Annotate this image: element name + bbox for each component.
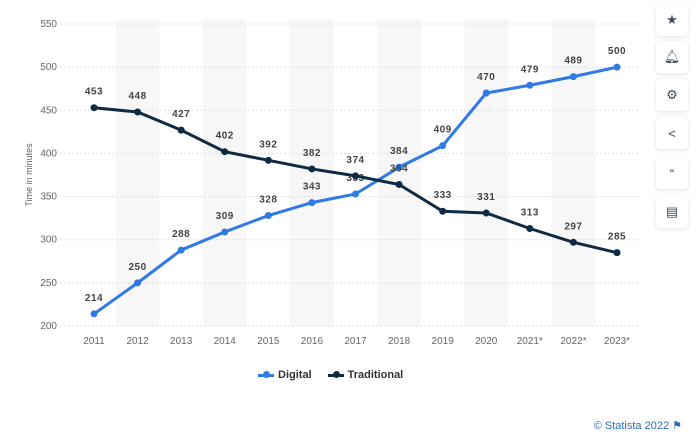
y-tick-label: 300 [40,235,57,246]
y-axis-label: Time in minutes [24,143,34,207]
data-label: 328 [259,195,277,206]
data-point [308,165,316,173]
x-tick-label: 2022* [560,336,586,347]
data-point [613,63,621,71]
data-point [221,148,229,156]
column-band [551,20,596,326]
data-point [395,163,403,171]
data-point [352,190,359,198]
data-point [134,108,142,116]
x-tick-label: 2019 [432,336,455,347]
data-label: 285 [608,232,626,243]
x-tick-label: 2020 [475,336,498,347]
y-tick-label: 550 [40,19,57,30]
legend-label: Traditional [347,369,404,381]
data-point [308,199,316,207]
data-point [177,246,185,254]
quote-icon[interactable]: “ [656,157,688,189]
data-point [90,310,98,318]
data-point [526,224,534,232]
legend-label: Digital [278,369,312,381]
data-point [613,249,621,257]
x-tick-label: 2012 [126,336,149,347]
data-point [264,156,272,164]
data-point [569,238,577,246]
y-tick-label: 350 [40,192,57,203]
data-point [177,126,185,134]
x-tick-label: 2018 [388,336,411,347]
x-tick-label: 2014 [214,336,237,347]
x-tick-label: 2011 [83,336,105,347]
data-label: 382 [303,148,321,159]
data-point [439,142,447,150]
data-point [134,279,142,287]
x-tick-label: 2017 [344,336,367,347]
column-band [115,20,160,326]
data-point [352,172,359,180]
data-label: 402 [216,131,234,142]
data-label: 214 [85,293,103,304]
data-label: 448 [128,91,146,102]
legend-item-digital[interactable]: Digital [258,369,312,381]
data-label: 364 [390,163,408,174]
y-tick-label: 200 [40,321,57,332]
data-label: 374 [346,155,364,166]
column-band [464,20,509,326]
legend-item-traditional[interactable]: Traditional [327,369,404,381]
print-icon[interactable]: ▤ [656,196,688,228]
x-tick-label: 2016 [301,336,324,347]
data-label: 479 [521,64,539,75]
data-label: 409 [434,125,452,136]
x-tick-label: 2023* [604,336,630,347]
data-label: 500 [608,46,626,57]
data-label: 309 [216,211,234,222]
y-tick-label: 400 [40,148,57,159]
gear-icon[interactable]: ⚙ [656,79,688,111]
data-label: 489 [564,56,582,67]
y-tick-label: 250 [40,278,57,289]
y-tick-label: 500 [40,62,57,73]
data-label: 250 [128,262,146,273]
x-tick-label: 2021* [517,336,543,347]
data-label: 313 [521,207,539,218]
data-point [569,73,577,81]
star-icon[interactable]: ★ [656,4,688,36]
data-label: 333 [434,190,452,201]
data-point [439,207,447,215]
share-icon[interactable]: < [656,117,688,149]
legend-swatch [327,371,344,378]
x-tick-label: 2015 [257,336,280,347]
data-label: 384 [390,146,408,157]
data-point [482,209,490,217]
data-label: 297 [564,221,582,232]
data-point [526,81,534,89]
data-point [482,89,490,97]
data-label: 427 [172,109,190,120]
x-tick-label: 2013 [170,336,193,347]
bell-icon[interactable]: 🔔︎ [656,41,688,73]
credit-text: © Statista 2022 [593,420,670,432]
data-label: 343 [303,182,321,193]
column-band [290,20,334,326]
data-label: 453 [85,87,103,98]
data-point [395,180,403,188]
data-point [90,104,98,112]
data-label: 470 [477,72,495,83]
data-label: 392 [259,139,277,150]
data-label: 331 [477,192,495,203]
statista-credit[interactable]: © Statista 2022 ⚑ [593,420,682,432]
legend: Digital Traditional [258,369,403,381]
column-band [377,20,421,326]
y-tick-label: 450 [40,105,57,116]
legend-swatch [258,371,274,378]
data-label: 288 [172,229,190,240]
column-band [202,20,247,326]
data-point [264,212,272,220]
line-chart: 200 250 300 350 400 450 500 550 Time in minutes 2… [24,19,640,347]
data-point [221,228,229,236]
